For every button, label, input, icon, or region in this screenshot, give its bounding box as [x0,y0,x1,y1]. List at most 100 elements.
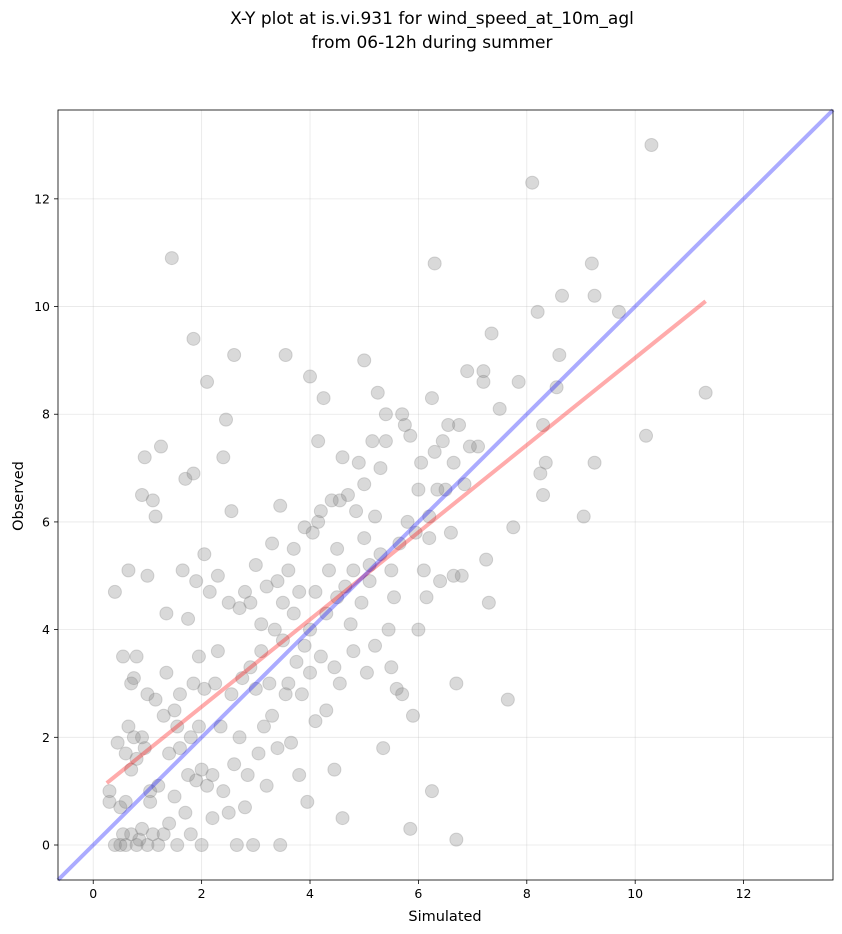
scatter-point [330,541,345,556]
scatter-point [172,741,187,756]
scatter-point [197,547,212,562]
scatter-point [370,385,385,400]
scatter-point [270,574,285,589]
scatter-point [126,671,141,686]
scatter-point [438,482,453,497]
scatter-point [175,563,190,578]
scatter-point [303,369,318,384]
scatter-point [357,353,372,368]
scatter-point [378,434,393,449]
scatter-point [538,455,553,470]
scatter-point [411,622,426,637]
scatter-point [332,493,347,508]
scatter-point [205,768,220,782]
scatter-point [411,482,426,497]
scatter-point [332,676,347,691]
scatter-point [330,590,345,605]
scatter-point [305,525,320,540]
scatter-point [500,692,515,707]
scatter-point [536,418,551,432]
scatter-point [351,455,366,470]
scatter-point [319,703,334,718]
scatter-point [362,574,377,589]
scatter-point [506,520,521,535]
scatter-point [430,482,445,497]
scatter-point [278,348,293,362]
scatter-point [121,719,136,734]
scatter-point [408,525,423,540]
scatter-point [137,450,152,465]
scatter-point [357,477,372,492]
scatter-point [313,649,328,664]
scatter-point [246,838,261,852]
scatter-point [189,574,204,589]
scatter-point [457,477,472,492]
scatter-point [145,493,160,508]
scatter-point [286,606,301,621]
scatter-point [110,735,125,750]
scatter-point [197,681,212,696]
scatter-point [300,794,315,809]
scatter-point [167,703,182,718]
scatter-point [205,811,220,826]
scatter-point [481,595,496,610]
scatter-point [338,579,353,594]
scatter-point [143,794,158,809]
scatter-point [441,418,456,432]
scatter-point [135,488,150,502]
scatter-point [384,563,399,578]
scatter-point [208,676,223,691]
scatter-point [549,380,564,395]
scatter-point [446,568,461,583]
scatter-point [365,434,380,449]
scatter-point [191,649,206,664]
scatter-point [576,509,591,524]
scatter-point [129,838,144,852]
scatter-point [452,418,467,432]
x-axis-label: Simulated [408,909,481,925]
scatter-point [191,719,206,734]
scatter-point [140,838,155,852]
scatter-point [397,418,412,432]
scatter-point [346,644,361,659]
scatter-point [232,601,247,616]
scatter-point [248,681,263,696]
scatter-point [368,509,383,524]
scatter-point [210,644,225,659]
scatter-points [102,138,713,852]
reference-line [56,108,835,882]
scatter-point [213,719,228,734]
scatter-point [303,622,318,637]
scatter-point [378,407,393,422]
scatter-point [221,805,236,820]
scatter-point [265,536,280,551]
scatter-point [584,256,599,271]
scatter-point [303,665,318,680]
regression-line [105,299,707,785]
scatter-point [536,488,551,502]
scatter-point [243,660,258,675]
scatter-point [167,789,182,804]
scatter-point [552,348,567,362]
scatter-point [148,692,163,707]
scatter-point [107,584,122,599]
scatter-point [644,138,659,152]
scatter-point [107,838,122,852]
scatter-point [454,568,469,583]
scatter-point [324,493,339,508]
scatter-point [316,391,331,406]
y-axis-label: Observed [11,461,27,531]
scatter-point [186,466,201,481]
x-tick-label: 8 [523,886,531,901]
scatter-point [183,730,198,745]
scatter-point [162,746,177,761]
scatter-point [200,778,215,793]
scatter-point [289,654,304,669]
scatter-point [162,816,177,831]
scatter-point [476,374,491,389]
scatter-point [373,547,388,562]
scatter-point [405,708,420,723]
scatter-point [414,455,429,470]
x-tick-label: 12 [736,886,752,901]
